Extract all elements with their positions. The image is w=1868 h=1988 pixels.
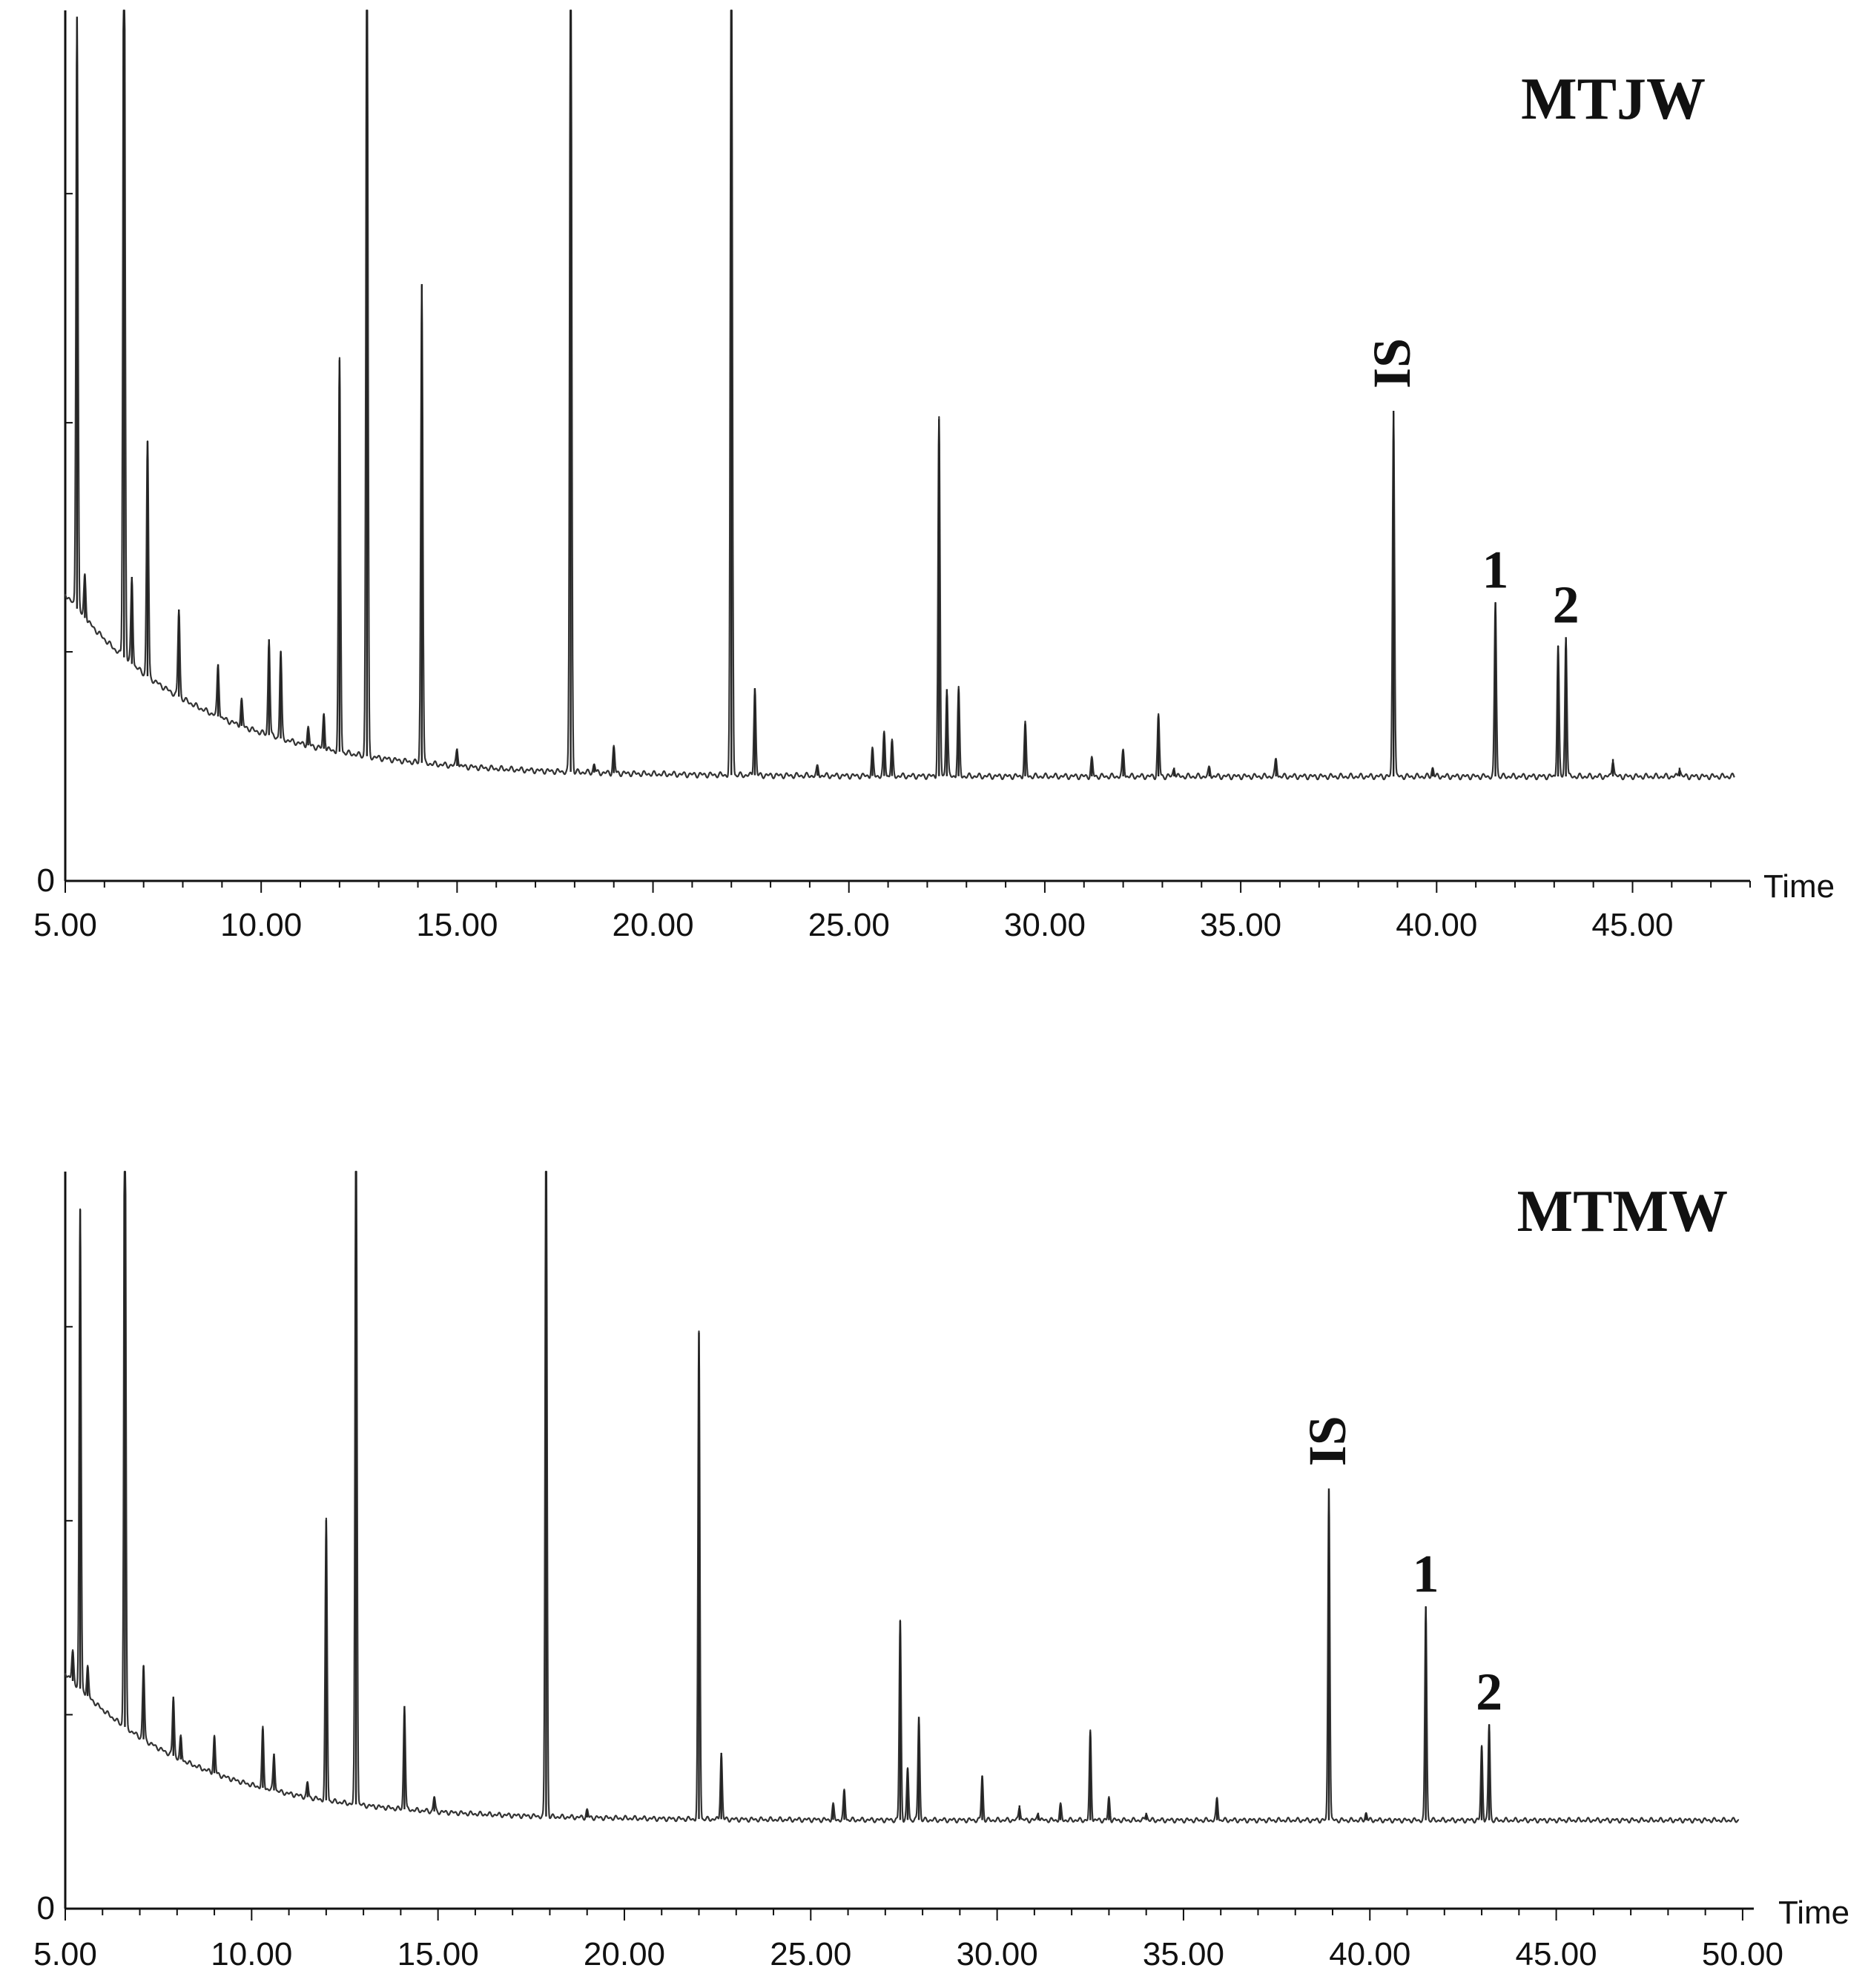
x-tick-label: 30.00 xyxy=(1004,907,1086,943)
x-tick-label: 45.00 xyxy=(1591,907,1673,943)
x-tick-label: 30.00 xyxy=(957,1936,1038,1972)
peak-annotation-1: 1 xyxy=(1482,540,1509,599)
x-tick-label: 50.00 xyxy=(1702,1936,1783,1972)
chromatogram-trace xyxy=(64,1170,1740,1824)
x-tick-label: 10.00 xyxy=(220,907,302,943)
chart-panel-1: 0 5.00 10.00 15.00 20.00 25.00 30.00 35.00 40.00… xyxy=(33,9,1835,943)
x-tick-label: 5.00 xyxy=(33,1936,97,1972)
peak-annotation-is: IS xyxy=(1298,1416,1357,1466)
peak-annotation-1: 1 xyxy=(1413,1544,1439,1603)
peak-annotation-2: 2 xyxy=(1476,1662,1502,1721)
x-tick-label: 20.00 xyxy=(584,1936,665,1972)
x-tick-label: 40.00 xyxy=(1396,907,1477,943)
y-zero-label: 0 xyxy=(37,1890,55,1926)
x-tick-label: 40.00 xyxy=(1329,1936,1410,1972)
y-zero-label: 0 xyxy=(37,862,55,899)
x-tick-label: 35.00 xyxy=(1200,907,1281,943)
x-tick-label: 45.00 xyxy=(1516,1936,1597,1972)
x-axis-label: Time xyxy=(1778,1895,1849,1931)
panel-title: MTJW xyxy=(1521,67,1706,132)
x-tick-label: 15.00 xyxy=(416,907,498,943)
peak-annotation-is: IS xyxy=(1362,338,1422,389)
x-tick-label: 20.00 xyxy=(613,907,694,943)
panel-title: MTMW xyxy=(1517,1179,1728,1244)
x-tick-label: 35.00 xyxy=(1143,1936,1224,1972)
x-tick-label: 10.00 xyxy=(211,1936,292,1972)
x-tick-label: 25.00 xyxy=(770,1936,851,1972)
peak-annotation-2: 2 xyxy=(1553,575,1580,634)
x-tick-label: 5.00 xyxy=(33,907,97,943)
x-tick-label: 15.00 xyxy=(397,1936,479,1972)
x-axis-label: Time xyxy=(1763,868,1835,905)
x-tick-label: 25.00 xyxy=(808,907,890,943)
chromatogram-trace xyxy=(64,9,1735,781)
chart-panel-2: 0 5.00 10.00 15.00 20.00 25.00 30.00 35.00 40.00… xyxy=(33,1170,1849,1972)
